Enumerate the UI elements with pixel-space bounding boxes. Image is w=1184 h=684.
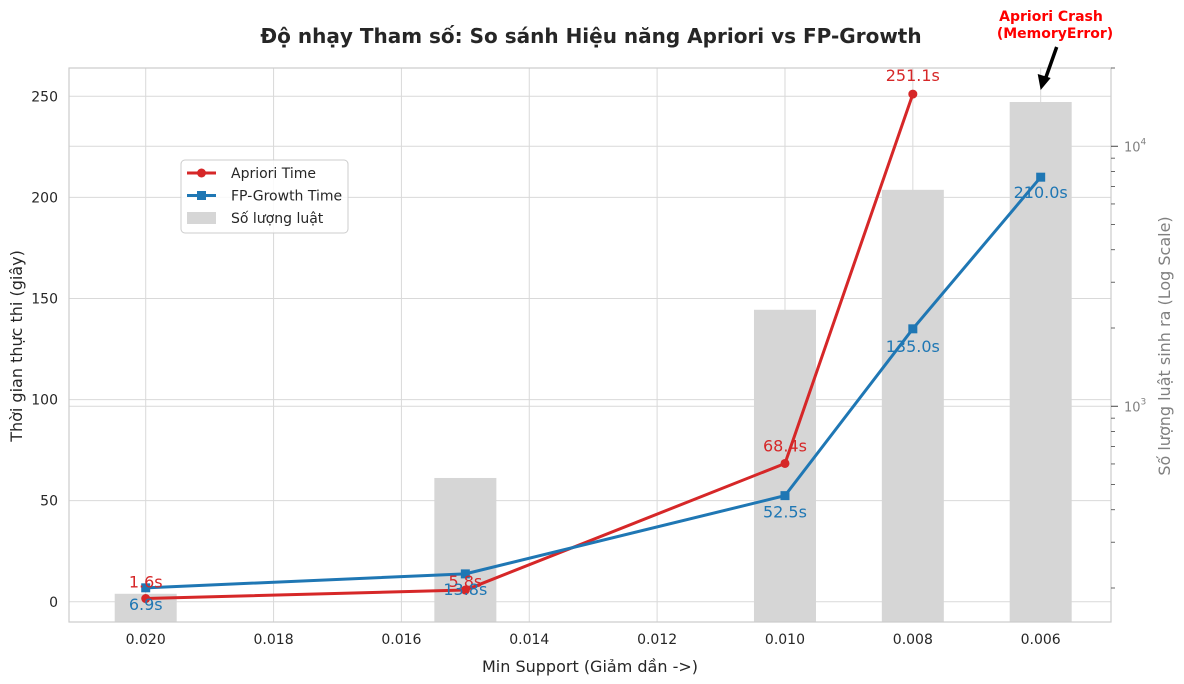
y-axis-right: 103 104 <box>1111 67 1147 589</box>
data-label: 13.8s <box>443 580 487 599</box>
grid <box>69 68 1111 622</box>
x-tick-label: 0.016 <box>381 632 421 648</box>
x-tick-label: 0.020 <box>126 632 166 648</box>
data-point <box>141 583 151 593</box>
legend-swatch <box>187 212 216 224</box>
bars-layer <box>114 101 1072 623</box>
y2-axis-label: Số lượng luật sinh ra (Log Scale) <box>1155 216 1174 475</box>
x-tick-label: 0.006 <box>1021 632 1061 648</box>
y2-tick-label: 103 <box>1124 397 1146 415</box>
lines-layer <box>141 89 1046 604</box>
data-label: 52.5s <box>763 503 807 522</box>
series-line <box>145 93 915 601</box>
legend-label: FP-Growth Time <box>231 189 342 205</box>
data-point <box>141 594 151 604</box>
legend-box <box>180 159 349 234</box>
data-point <box>1036 172 1046 182</box>
y-axis-label: Thời gian thực thi (giây) <box>7 250 26 443</box>
data-point <box>780 458 790 468</box>
data-point <box>780 491 790 501</box>
y2-tick-label: 104 <box>1124 137 1147 155</box>
data-point <box>908 324 918 334</box>
crash-annotation-line2: (MemoryError) <box>997 26 1113 42</box>
y-tick-label: 100 <box>31 393 58 409</box>
data-label: 1.6s <box>129 573 163 592</box>
data-point <box>460 585 470 595</box>
crash-annotation-line1: Apriori Crash <box>999 9 1103 25</box>
y-axis-left: 0 50 100 150 200 250 <box>31 89 58 610</box>
data-label: 6.9s <box>129 595 163 614</box>
x-tick-label: 0.008 <box>893 632 933 648</box>
data-point <box>460 569 470 579</box>
x-tick-label: 0.012 <box>637 632 677 648</box>
x-axis-label: Min Support (Giảm dần ->) <box>482 657 698 676</box>
rule-count-bar <box>881 189 944 622</box>
y-tick-label: 150 <box>31 291 58 307</box>
y-tick-label: 0 <box>49 595 58 611</box>
crash-annotation: Apriori Crash (MemoryError) <box>997 9 1113 90</box>
data-label: 210.0s <box>1014 183 1068 202</box>
y-tick-label: 50 <box>40 494 58 510</box>
data-label: 68.4s <box>763 436 807 455</box>
rule-count-bar <box>434 477 497 622</box>
x-axis: 0.020 0.018 0.016 0.014 0.012 0.010 0.008 0.006 <box>126 632 1061 648</box>
legend-marker <box>197 168 206 178</box>
data-label: 251.1s <box>886 66 940 85</box>
legend: Apriori Time FP-Growth Time Số lượng luật <box>180 159 349 234</box>
data-point <box>908 89 918 99</box>
x-tick-label: 0.014 <box>509 632 549 648</box>
annotation-arrow-shaft <box>1044 46 1059 79</box>
data-label: 135.0s <box>886 337 940 356</box>
rule-count-bar <box>1009 101 1072 623</box>
data-labels-layer: 1.6s 5.8s 68.4s 251.1s 6.9s 13.8s 52.5s 135.0s 2… <box>129 66 1068 614</box>
annotation-arrow-head <box>1037 74 1051 90</box>
legend-marker <box>197 191 206 200</box>
y-tick-label: 200 <box>31 190 58 206</box>
chart-title: Độ nhạy Tham số: So sánh Hiệu năng Aprio… <box>260 24 921 48</box>
data-label: 5.8s <box>448 572 482 591</box>
plot-frame <box>68 67 1112 623</box>
legend-label: Số lượng luật <box>231 210 324 227</box>
x-tick-label: 0.010 <box>765 632 805 648</box>
x-tick-label: 0.018 <box>254 632 294 648</box>
y-tick-label: 250 <box>31 89 58 105</box>
legend-label: Apriori Time <box>231 166 316 182</box>
